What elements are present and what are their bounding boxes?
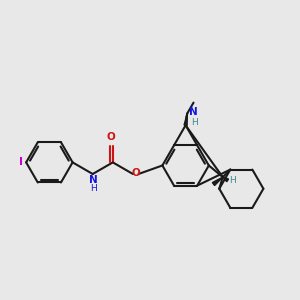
Text: H: H [90, 184, 96, 193]
Text: H: H [191, 118, 198, 127]
Text: I: I [19, 157, 23, 167]
Text: O: O [132, 168, 140, 178]
Text: O: O [107, 132, 116, 142]
Text: N: N [88, 175, 98, 185]
Text: N: N [189, 107, 197, 117]
Polygon shape [212, 177, 223, 185]
Text: H: H [229, 176, 236, 185]
Polygon shape [184, 114, 187, 125]
